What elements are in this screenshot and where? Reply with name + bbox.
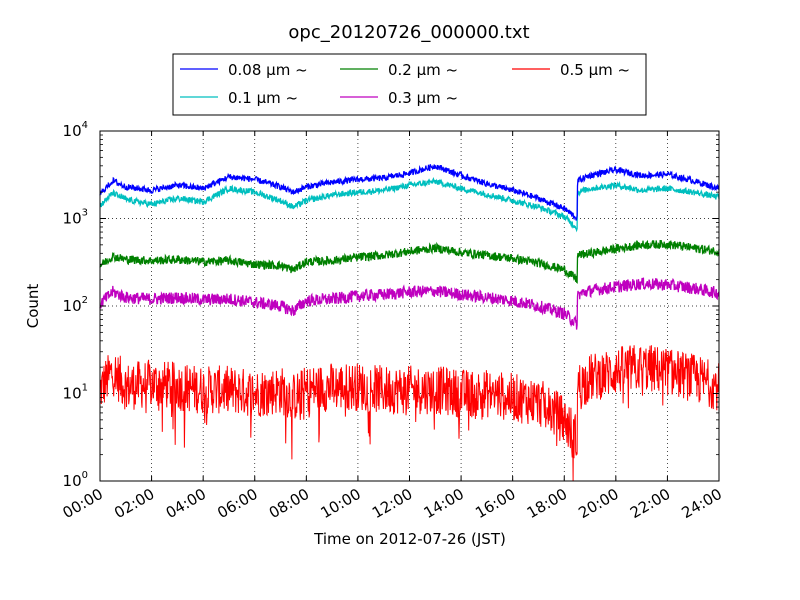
legend-label: 0.3 μm ~ xyxy=(388,89,458,107)
series-line-4 xyxy=(99,345,720,482)
legend-label: 0.5 μm ~ xyxy=(560,61,630,79)
legend-items: 0.08 μm ~ 0.1 μm ~ 0.2 μm ~ 0.3 μm ~ 0.5 μm … xyxy=(180,61,630,107)
legend-label: 0.2 μm ~ xyxy=(388,61,458,79)
y-axis-label: Count xyxy=(24,284,42,329)
x-axis-label: Time on 2012-07-26 (JST) xyxy=(313,530,506,548)
legend-label: 0.08 μm ~ xyxy=(228,61,308,79)
series-layer xyxy=(99,164,720,482)
legend-label: 0.1 μm ~ xyxy=(228,89,298,107)
series-line-3 xyxy=(99,277,720,330)
series-line-0 xyxy=(99,164,720,221)
legend-box xyxy=(172,53,647,116)
legend: 0.08 μm ~ 0.1 μm ~ 0.2 μm ~ 0.3 μm ~ 0.5 μm … xyxy=(172,53,647,116)
series-line-2 xyxy=(99,239,720,284)
series-line-1 xyxy=(99,177,720,233)
chart-title: opc_20120726_000000.txt xyxy=(288,22,529,43)
